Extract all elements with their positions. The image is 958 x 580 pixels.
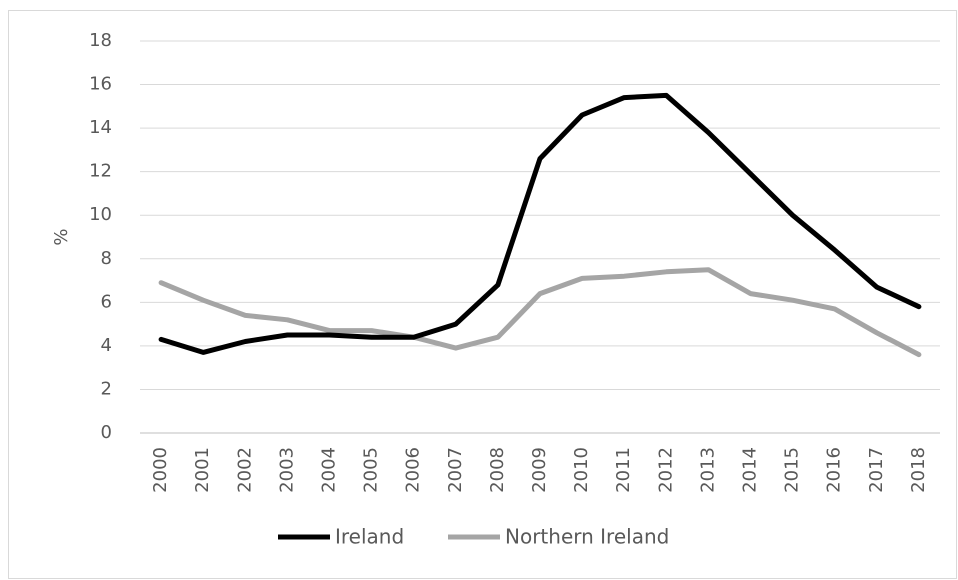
y-tick-label: 12 — [89, 161, 112, 182]
data-line — [158, 267, 922, 358]
y-tick-label: 16 — [89, 74, 112, 95]
y-tick-label: 8 — [101, 248, 112, 269]
x-tick-label: 2010 — [571, 447, 592, 493]
x-tick-label: 2017 — [866, 447, 887, 493]
x-tick-label: 2018 — [908, 447, 929, 493]
x-tick-label: 2014 — [740, 447, 761, 493]
y-axis-label: % — [51, 228, 72, 245]
y-tick-label: 0 — [101, 422, 112, 443]
x-tick-label: 2009 — [529, 447, 550, 493]
x-tick-label: 2006 — [403, 447, 424, 493]
x-tick-label: 2012 — [655, 447, 676, 493]
x-tick-label: 2013 — [697, 447, 718, 493]
x-tick-label: 2004 — [318, 447, 339, 493]
x-tick-label: 2011 — [613, 447, 634, 493]
x-tick-label: 2007 — [445, 447, 466, 493]
legend-label: Northern Ireland — [505, 525, 669, 549]
x-tick-label: 2003 — [276, 447, 297, 493]
y-tick-label: 18 — [89, 30, 112, 51]
x-tick-label: 2016 — [824, 447, 845, 493]
y-tick-label: 4 — [101, 335, 112, 356]
y-tick-label: 6 — [101, 291, 112, 312]
x-tick-label: 2015 — [782, 447, 803, 493]
y-tick-label: 2 — [101, 378, 112, 399]
chart-frame — [8, 10, 957, 579]
x-tick-label: 2001 — [192, 447, 213, 493]
data-line — [158, 92, 922, 355]
legend: Ireland Northern Ireland — [278, 525, 669, 549]
x-tick-label: 2000 — [150, 447, 171, 493]
y-tick-label: 10 — [89, 204, 112, 225]
x-tick-label: 2002 — [234, 447, 255, 493]
x-tick-label: 2008 — [487, 447, 508, 493]
y-tick-label: 14 — [89, 117, 112, 138]
legend-label: Ireland — [335, 525, 404, 549]
x-tick-label: 2005 — [361, 447, 382, 493]
